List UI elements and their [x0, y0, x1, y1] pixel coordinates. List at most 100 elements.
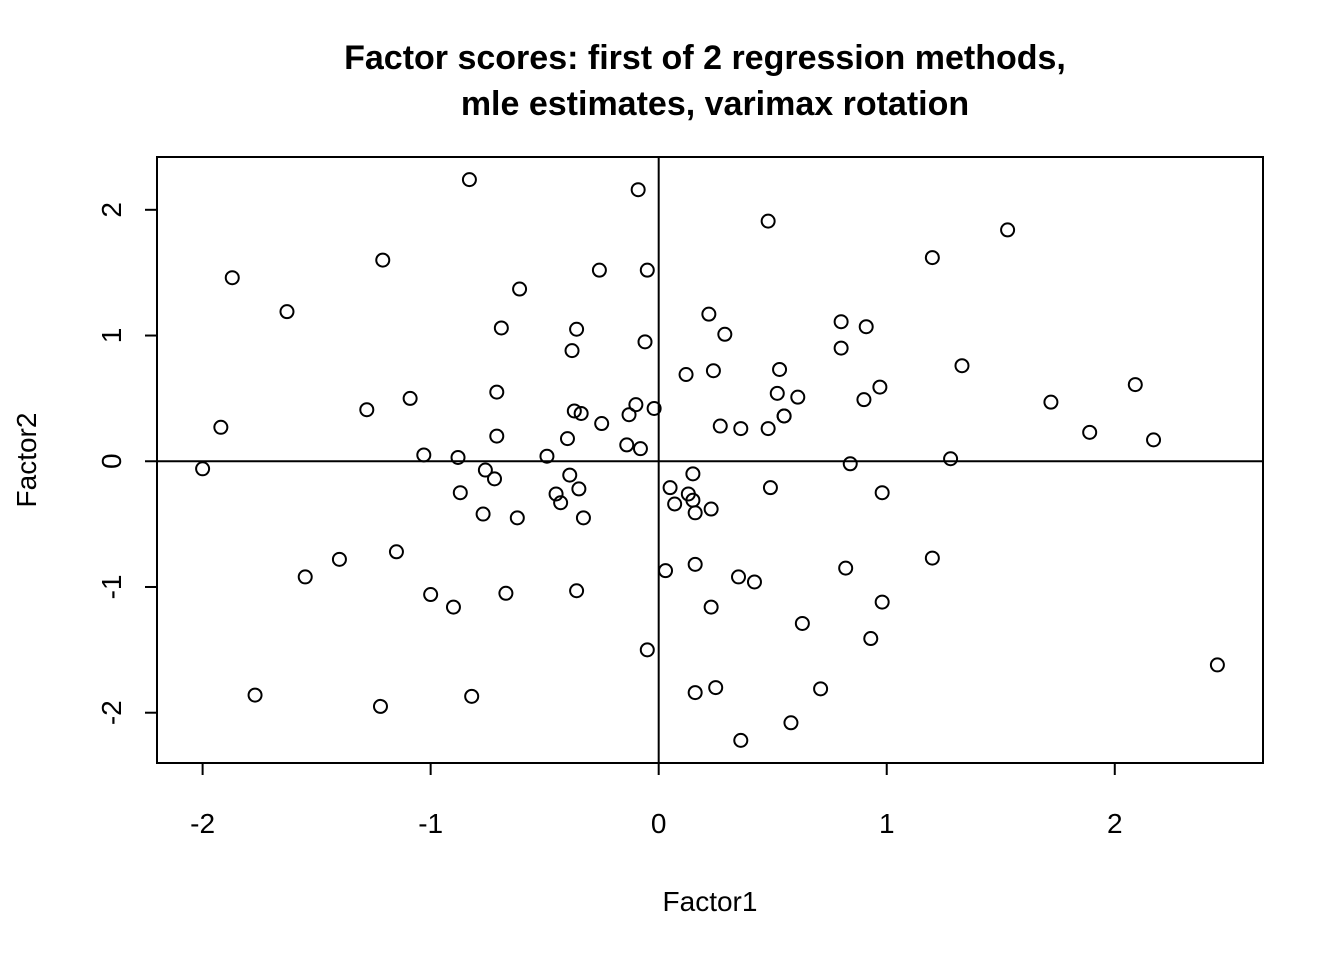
data-point — [776, 408, 792, 424]
x-tick-label: -1 — [418, 808, 443, 839]
data-point — [833, 340, 849, 356]
data-point — [658, 563, 674, 579]
data-point — [331, 551, 347, 567]
data-point — [783, 715, 799, 731]
data-point — [685, 466, 701, 482]
data-point — [1082, 424, 1098, 440]
data-point — [1146, 432, 1162, 448]
data-point — [224, 270, 240, 286]
data-point — [464, 688, 480, 704]
data-point — [445, 599, 461, 615]
data-point — [662, 480, 678, 496]
data-point — [564, 343, 580, 359]
y-tick-label: 1 — [96, 328, 127, 344]
data-point — [712, 418, 728, 434]
data-point — [1127, 377, 1143, 393]
data-point — [813, 681, 829, 697]
data-point — [594, 416, 610, 432]
data-point — [630, 182, 646, 198]
data-point — [858, 319, 874, 335]
data-point — [762, 480, 778, 496]
data-point — [1209, 657, 1225, 673]
data-point — [1043, 394, 1059, 410]
y-tick-label: -2 — [96, 700, 127, 725]
data-point — [632, 441, 648, 457]
data-point — [359, 402, 375, 418]
data-point — [553, 495, 569, 511]
data-point — [571, 481, 587, 497]
data-point — [667, 496, 683, 512]
y-tick-label: -1 — [96, 575, 127, 600]
data-point — [461, 172, 477, 188]
data-point — [639, 262, 655, 278]
x-tick-label: 1 — [879, 808, 895, 839]
data-point — [943, 451, 959, 467]
data-point — [423, 587, 439, 603]
data-point — [760, 421, 776, 437]
data-point — [591, 262, 607, 278]
data-point — [195, 461, 211, 477]
data-point — [874, 594, 890, 610]
data-point — [562, 467, 578, 483]
data-point — [489, 428, 505, 444]
data-point — [452, 485, 468, 501]
data-point — [375, 252, 391, 268]
data-point — [548, 486, 564, 502]
data-point — [477, 462, 493, 478]
data-point — [703, 599, 719, 615]
data-point — [924, 550, 940, 566]
data-point — [475, 506, 491, 522]
data-point — [569, 583, 585, 599]
data-point — [703, 501, 719, 517]
data-point — [493, 320, 509, 336]
data-point — [856, 392, 872, 408]
x-axis: -2 -1 0 1 2 — [190, 762, 1123, 839]
y-axis-label: Factor2 — [11, 413, 42, 508]
x-axis-label: Factor1 — [663, 886, 758, 917]
data-point — [509, 510, 525, 526]
data-point — [954, 358, 970, 374]
data-point — [717, 326, 733, 342]
data-point — [687, 505, 703, 521]
data-point — [566, 403, 582, 419]
data-point — [489, 384, 505, 400]
data-point — [772, 361, 788, 377]
data-point — [388, 544, 404, 560]
data-point — [569, 321, 585, 337]
y-axis: -2 -1 0 1 2 — [96, 202, 158, 725]
data-point — [687, 556, 703, 572]
x-tick-label: 0 — [651, 808, 667, 839]
data-point — [297, 569, 313, 585]
data-point — [646, 400, 662, 416]
data-point — [863, 631, 879, 647]
data-point — [733, 421, 749, 437]
data-point — [790, 389, 806, 405]
y-tick-label: 0 — [96, 453, 127, 469]
data-point — [687, 685, 703, 701]
data-point — [416, 447, 432, 463]
data-point — [512, 281, 528, 297]
data-point — [769, 385, 785, 401]
data-point — [539, 448, 555, 464]
data-point — [872, 379, 888, 395]
data-point — [760, 213, 776, 229]
data-point — [794, 615, 810, 631]
data-point — [746, 574, 762, 590]
data-point — [733, 732, 749, 748]
data-point — [247, 687, 263, 703]
data-point — [731, 569, 747, 585]
data-point — [924, 250, 940, 266]
data-point — [619, 437, 635, 453]
data-point — [639, 642, 655, 658]
data-point — [573, 405, 589, 421]
data-point — [213, 419, 229, 435]
data-point — [487, 471, 503, 487]
data-point — [372, 698, 388, 714]
data-point — [874, 485, 890, 501]
data-point — [708, 680, 724, 696]
data-point — [842, 456, 858, 472]
chart-title-line-2: mle estimates, varimax rotation — [461, 85, 969, 123]
data-point — [637, 334, 653, 350]
y-tick-label: 2 — [96, 202, 127, 218]
x-tick-label: -2 — [190, 808, 215, 839]
